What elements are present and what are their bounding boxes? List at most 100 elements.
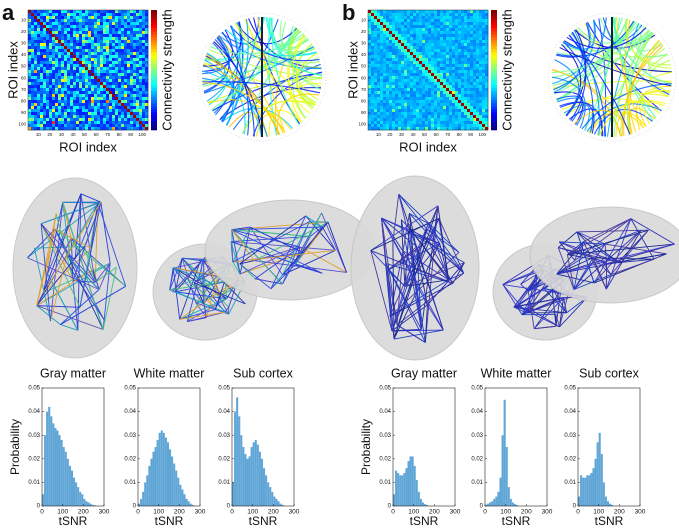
network-edge [424, 205, 439, 343]
heatmap-cell [419, 64, 423, 68]
heatmap-cell [464, 127, 468, 131]
heatmap-cell [383, 40, 387, 44]
heatmap-cell [473, 34, 477, 38]
heatmap-cell [37, 91, 41, 95]
chord [271, 17, 300, 125]
network-edge [381, 217, 395, 340]
heatmap-cell [437, 121, 441, 125]
heatmap-cell [428, 28, 432, 32]
heatmap-cell [61, 109, 65, 113]
heatmap-cell [136, 64, 140, 68]
heatmap-cell [130, 118, 134, 122]
y-tick-label: 0.03 [379, 433, 391, 439]
heatmap-cell [374, 52, 378, 56]
heatmap-cell [368, 121, 372, 125]
heatmap-cell [58, 67, 62, 71]
histogram-bar [68, 465, 71, 506]
histogram-bar [594, 458, 597, 506]
heatmap-cell [133, 25, 137, 29]
heatmap-cell [103, 82, 107, 86]
heatmap-cell [443, 91, 447, 95]
heatmap-cell [392, 109, 396, 113]
heatmap-cell [416, 61, 420, 65]
heatmap-cell [46, 91, 50, 95]
heatmap-cell [67, 82, 71, 86]
heatmap-cell [124, 37, 128, 41]
heatmap-cell [67, 55, 71, 59]
heatmap-cell [467, 13, 471, 17]
network-edge [54, 228, 92, 249]
heatmap-cell [52, 94, 56, 98]
y-tick-label: 0.02 [124, 456, 136, 462]
network-edge [282, 221, 310, 285]
heatmap-cell [97, 25, 101, 29]
heatmap-cell [91, 13, 95, 17]
heatmap-cell [401, 34, 405, 38]
heatmap-cell [371, 88, 375, 92]
heatmap-cell [100, 19, 104, 23]
heatmap-cell [115, 19, 119, 23]
chord [559, 101, 603, 137]
heatmap-cell [115, 91, 119, 95]
chord [552, 32, 653, 87]
heatmap-cell [130, 46, 134, 50]
heatmap-cell [52, 97, 56, 101]
heatmap-cell [115, 79, 119, 83]
network-edge [282, 221, 310, 276]
heatmap-cell [49, 37, 53, 41]
histogram-bar [87, 502, 90, 506]
heatmap-cell [70, 31, 74, 35]
heatmap-cell [440, 121, 444, 125]
heatmap-cell [124, 70, 128, 74]
heatmap-cell [455, 49, 459, 53]
heatmap-cell [443, 13, 447, 17]
heatmap-cell [419, 52, 423, 56]
heatmap-cell [371, 106, 375, 110]
heatmap-cell [61, 115, 65, 119]
heatmap-cell [79, 61, 83, 65]
heatmap-cell [34, 16, 38, 20]
heatmap-cell [82, 61, 86, 65]
heatmap-cell [49, 40, 53, 44]
heatmap-cell [73, 127, 77, 131]
heatmap-cell [91, 31, 95, 35]
heatmap-cell [70, 43, 74, 47]
heatmap-cell [106, 106, 110, 110]
heatmap-cell [476, 22, 480, 26]
heatmap-cell [82, 124, 86, 128]
heatmap-cell [64, 100, 68, 104]
heatmap-cell [389, 67, 393, 71]
heatmap-cell [73, 97, 77, 101]
heatmap-cell [136, 106, 140, 110]
heatmap-cell [467, 40, 471, 44]
heatmap-cell [76, 64, 80, 68]
heatmap-cell [37, 97, 41, 101]
heatmap-cell [49, 31, 53, 35]
heatmap-cell [428, 43, 432, 47]
heatmap-cell [380, 103, 384, 107]
heatmap-cell [464, 85, 468, 89]
heatmap-cell [452, 43, 456, 47]
heatmap-cell [431, 91, 435, 95]
colorbar-step [491, 85, 497, 89]
histogram-bar [426, 505, 429, 506]
heatmap-cell [40, 22, 44, 26]
panel-label: a [2, 0, 15, 25]
heatmap-cell [380, 100, 384, 104]
heatmap-cell [419, 70, 423, 74]
heatmap-cell [443, 76, 447, 80]
heatmap-cell [437, 73, 441, 77]
heatmap-cell [389, 88, 393, 92]
heatmap-cell [410, 22, 414, 26]
heatmap-cell [139, 13, 143, 17]
heatmap-cell [76, 49, 80, 53]
network-edge [43, 201, 102, 294]
heatmap-cell [145, 82, 149, 86]
heatmap-cell [100, 79, 104, 83]
heatmap-cell [431, 121, 435, 125]
heatmap-cell [58, 97, 62, 101]
network-edge [74, 193, 82, 259]
heatmap-cell [31, 124, 35, 128]
heatmap-cell [374, 127, 378, 131]
heatmap-cell [64, 124, 68, 128]
